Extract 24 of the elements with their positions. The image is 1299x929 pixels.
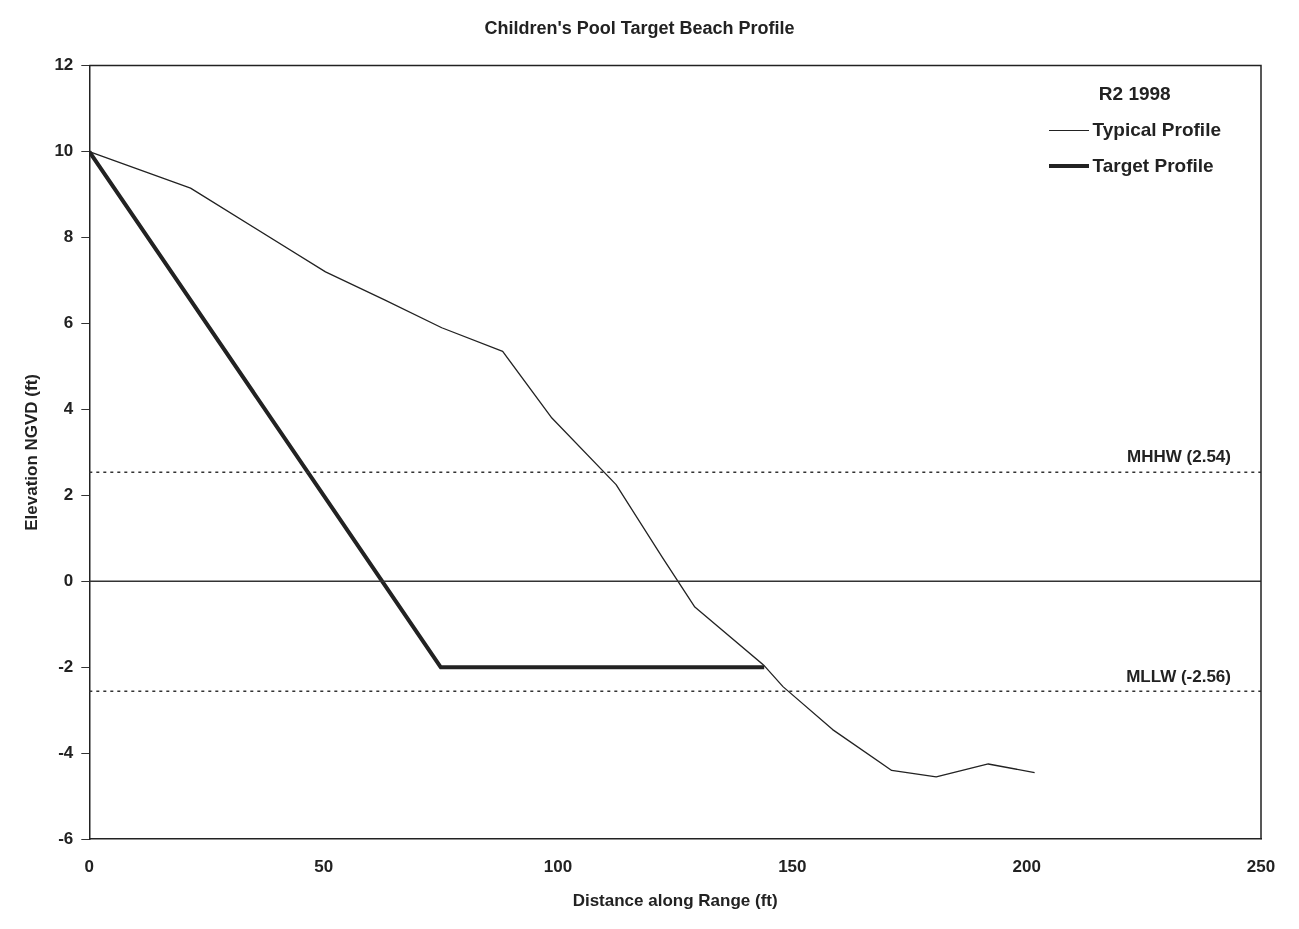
x-axis-title: Distance along Range (ft): [572, 891, 778, 911]
x-tick-label: 100: [543, 857, 573, 877]
y-tick-label: 12: [54, 55, 74, 75]
ref-line-label: MLLW (-2.56): [1126, 666, 1231, 686]
y-tick-label: 8: [63, 227, 74, 247]
x-tick-label: 0: [84, 857, 95, 877]
x-tick-label: 150: [778, 857, 807, 877]
legend-title: R2 1998: [1097, 83, 1172, 105]
y-tick-label: 0: [63, 571, 74, 591]
y-tick-label: 10: [54, 141, 74, 161]
y-tick-label: -4: [58, 742, 74, 762]
y-tick-label: -2: [58, 656, 74, 676]
legend-label: Typical Profile: [1092, 119, 1221, 141]
y-tick-label: 2: [63, 485, 74, 505]
legend-label: Target Profile: [1092, 155, 1214, 177]
y-tick-label: 4: [63, 399, 74, 419]
x-tick-label: 250: [1246, 857, 1276, 877]
ref-line-label: MHHW (2.54): [1127, 447, 1231, 467]
y-tick-label: -6: [58, 828, 74, 848]
y-tick-label: 6: [63, 313, 74, 333]
x-tick-label: 200: [1012, 857, 1041, 877]
x-tick-label: 50: [314, 857, 334, 877]
y-axis-title: Elevation NGVD (ft): [21, 374, 41, 531]
chart-title: Children's Pool Target Beach Profile: [484, 17, 795, 38]
